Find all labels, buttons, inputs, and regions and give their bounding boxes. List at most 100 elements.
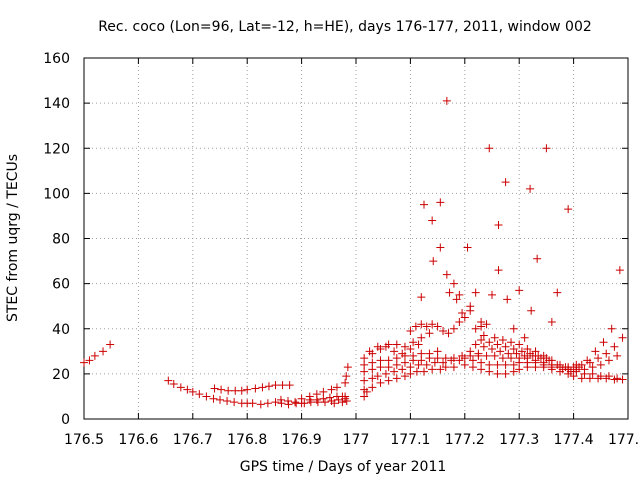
data-point: [106, 340, 115, 349]
x-tick-label: 176.8: [227, 432, 267, 448]
data-point: [398, 349, 407, 358]
data-point: [507, 354, 516, 363]
data-point: [422, 322, 431, 331]
axis-ticks: [83, 57, 629, 420]
data-point: [474, 349, 483, 358]
y-tick-label: 100: [43, 186, 70, 202]
data-point: [547, 317, 556, 326]
data-point: [504, 349, 513, 358]
data-point: [169, 380, 178, 389]
data-point: [409, 338, 418, 347]
data-point: [501, 342, 510, 351]
data-point: [400, 358, 409, 367]
data-point: [210, 384, 219, 393]
data-point: [501, 360, 510, 369]
data-point: [503, 295, 512, 304]
data-point: [277, 399, 286, 408]
data-point: [360, 385, 369, 394]
data-point: [556, 360, 564, 369]
data-point: [360, 354, 369, 363]
data-point: [588, 363, 597, 372]
data-point: [553, 288, 562, 297]
data-point: [539, 358, 548, 367]
data-point: [400, 372, 409, 381]
y-tick-label: 0: [61, 412, 70, 428]
data-point: [460, 313, 469, 322]
data-point: [539, 351, 548, 360]
chart-title: Rec. coco (Lon=96, Lat=-12, h=HE), days …: [98, 19, 592, 35]
data-point: [460, 360, 469, 369]
data-point: [479, 342, 488, 351]
data-point: [327, 385, 336, 394]
data-point: [512, 349, 521, 358]
data-point: [580, 365, 589, 374]
data-point: [258, 383, 267, 392]
data-point: [406, 363, 415, 372]
data-point: [433, 347, 442, 356]
data-point: [477, 365, 486, 374]
data-point: [498, 336, 507, 345]
data-point: [384, 363, 393, 372]
data-point: [368, 383, 377, 392]
data-point: [365, 347, 374, 356]
data-point: [468, 363, 477, 372]
y-tick-label: 20: [52, 367, 70, 383]
data-point: [517, 347, 526, 356]
data-point: [477, 336, 486, 345]
data-point: [442, 270, 451, 279]
data-point: [425, 349, 434, 358]
data-point: [425, 329, 434, 338]
data-point: [494, 266, 503, 275]
data-point: [428, 320, 437, 329]
data-point: [341, 392, 350, 401]
data-point: [429, 257, 438, 266]
data-point: [482, 351, 491, 360]
data-point: [520, 333, 529, 342]
data-point: [509, 360, 518, 369]
data-point: [564, 363, 573, 372]
y-tick-label: 140: [43, 96, 70, 112]
data-point: [577, 374, 586, 383]
data-point: [602, 349, 611, 358]
y-tick-labels: 0 20 40 60 80 100 120 140 160: [43, 51, 70, 428]
data-point: [338, 398, 347, 407]
data-point: [490, 333, 499, 342]
data-point: [493, 369, 502, 378]
data-point: [596, 372, 605, 381]
data-point: [618, 375, 627, 384]
data-point: [531, 347, 540, 356]
data-point: [360, 360, 369, 369]
data-point: [449, 354, 458, 363]
data-point: [591, 347, 600, 356]
data-point: [482, 320, 491, 329]
data-point: [90, 351, 99, 360]
data-point: [449, 324, 458, 333]
data-point: [420, 367, 428, 376]
data-point: [436, 243, 445, 252]
data-point: [392, 354, 401, 363]
data-point: [330, 399, 339, 408]
data-point: [313, 398, 322, 407]
data-point: [392, 340, 401, 349]
data-point: [271, 398, 280, 407]
data-point: [428, 365, 437, 374]
data-point: [256, 400, 265, 409]
data-point: [594, 354, 603, 363]
data-point: [439, 358, 448, 367]
data-point: [243, 385, 252, 394]
data-point: [406, 369, 415, 378]
data-point: [183, 385, 192, 394]
data-point: [444, 329, 453, 338]
data-point: [542, 144, 551, 153]
data-point: [433, 354, 442, 363]
data-point: [390, 367, 399, 376]
data-point: [202, 392, 211, 401]
data-point: [217, 385, 226, 394]
data-point: [613, 374, 622, 383]
data-point: [507, 338, 516, 347]
data-point: [479, 331, 488, 340]
data-point: [436, 365, 445, 374]
data-point: [248, 399, 257, 408]
data-point: [271, 381, 280, 390]
